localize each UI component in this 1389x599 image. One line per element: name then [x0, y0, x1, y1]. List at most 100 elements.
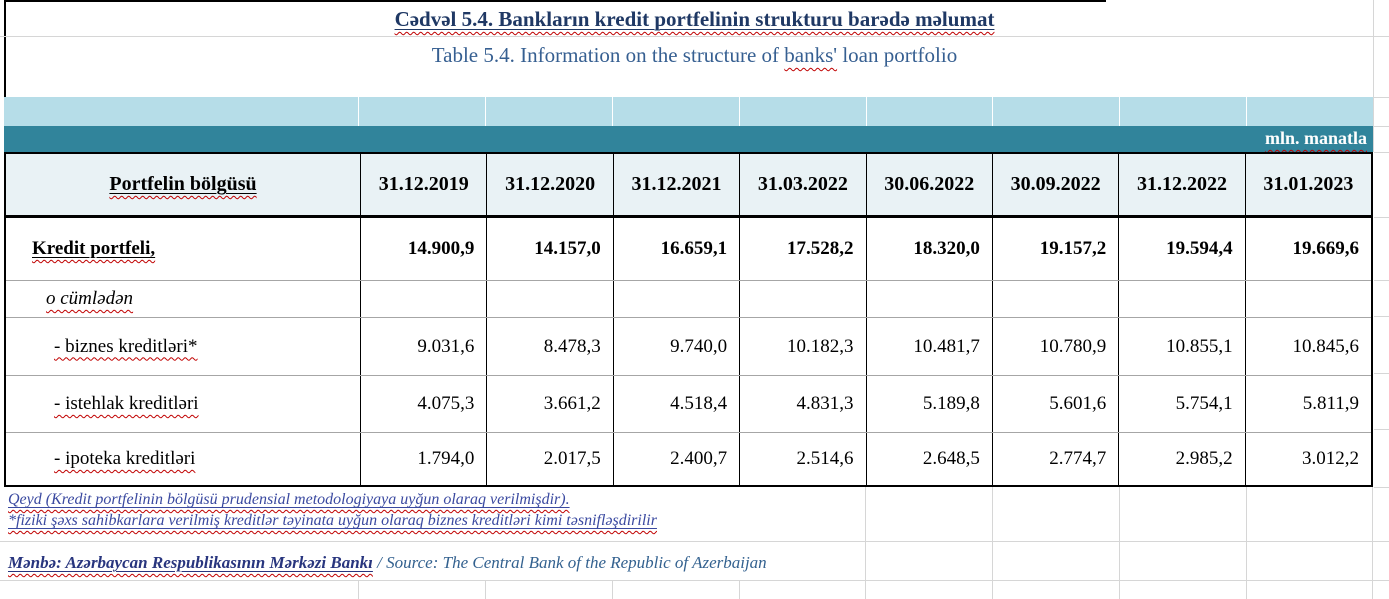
- title-en-misspelled-word: banks': [784, 43, 838, 67]
- cell-value: 3.661,2: [486, 376, 612, 432]
- gridline: [1374, 217, 1389, 218]
- band-divider: [866, 97, 867, 126]
- gridline: [1372, 487, 1373, 599]
- cell-value: 5.601,6: [991, 376, 1118, 432]
- header-cell-date: 31.01.2023: [1244, 154, 1371, 215]
- footnote-text: *fiziki şəxs sahibkarlara verilmiş kredi…: [8, 512, 657, 529]
- row-label: o cümlədən: [6, 281, 360, 317]
- source-line: Mənbə: Azərbaycan Respublikasının Mərkəz…: [8, 550, 767, 575]
- cell-value: 18.320,0: [865, 218, 992, 280]
- row-label-text: o cümlədən: [46, 288, 134, 309]
- cell-value: 10.182,3: [739, 318, 865, 375]
- table-row-including: o cümlədən: [6, 281, 1371, 318]
- cell-value: 19.157,2: [991, 218, 1118, 280]
- cell-value: 2.985,2: [1118, 433, 1244, 485]
- table-row-business-loans: - biznes kreditləri* 9.031,6 8.478,3 9.7…: [6, 318, 1371, 376]
- row-label: - istehlak kreditləri: [6, 376, 360, 432]
- cell-value: 2.400,7: [612, 433, 739, 485]
- row-label: - ipoteka kreditləri: [6, 433, 360, 485]
- header-label-underline: Portfelin bölgüsü: [109, 173, 256, 196]
- gridline: [358, 580, 359, 599]
- band-divider: [992, 97, 993, 126]
- title-en-prefix: Table 5.4. Information on the structure …: [431, 43, 785, 67]
- gridline: [485, 580, 486, 599]
- header-label-text: Portfelin bölgüsü: [109, 173, 257, 195]
- header-cell-date: 31.03.2022: [739, 154, 865, 215]
- footnote-methodology: Qeyd (Kredit portfelinin bölgüsü prudens…: [8, 489, 570, 510]
- print-border-left: [4, 0, 6, 152]
- gridline: [1119, 487, 1120, 599]
- band-divider: [739, 97, 740, 126]
- loan-portfolio-table: Portfelin bölgüsü 31.12.2019 31.12.2020 …: [4, 152, 1373, 487]
- source-az-underline: Mənbə: Azərbaycan Respublikasının Mərkəz…: [8, 553, 373, 572]
- gridline: [1374, 487, 1389, 488]
- cell-value: [360, 281, 486, 317]
- decorative-band-light: [4, 97, 1373, 126]
- header-cell-date: 31.12.2019: [360, 154, 486, 215]
- cell-value: 4.831,3: [739, 376, 865, 432]
- band-divider: [1119, 97, 1120, 126]
- source-en-text: / Source: The Central Bank of the Republ…: [372, 553, 767, 572]
- band-divider: [358, 97, 359, 126]
- gridline: [739, 580, 740, 599]
- title-en-suffix: loan portfolio: [837, 43, 958, 67]
- cell-value: 9.031,6: [360, 318, 486, 375]
- footnote-asterisk: *fiziki şəxs sahibkarlara verilmiş kredi…: [8, 510, 657, 531]
- table-row-mortgage-loans: - ipoteka kreditləri 1.794,0 2.017,5 2.4…: [6, 433, 1371, 485]
- unit-banner: mln. manatla: [4, 126, 1373, 152]
- cell-value: 2.774,7: [991, 433, 1118, 485]
- row-label-text: - ipoteka kreditləri: [54, 448, 196, 469]
- cell-value: [612, 281, 739, 317]
- gridline: [1374, 280, 1389, 281]
- footnote-text: Qeyd (Kredit portfelinin bölgüsü prudens…: [8, 491, 570, 508]
- unit-label: mln. manatla: [1264, 128, 1367, 148]
- cell-value: [1244, 281, 1371, 317]
- title-az-underline: Cədvəl 5.4. Bankların kredit portfelinin…: [395, 7, 995, 31]
- gridline: [0, 36, 1389, 37]
- cell-value: [865, 281, 992, 317]
- row-label-text: Kredit portfeli,: [32, 238, 156, 259]
- source-az-text: Mənbə: Azərbaycan Respublikasının Mərkəz…: [8, 553, 373, 572]
- cell-value: 4.518,4: [612, 376, 739, 432]
- header-cell-date: 30.06.2022: [865, 154, 992, 215]
- gridline: [1373, 0, 1374, 152]
- row-label: - biznes kreditləri*: [6, 318, 360, 375]
- gridline: [865, 487, 866, 599]
- header-cell-date: 31.12.2022: [1118, 154, 1244, 215]
- cell-value: 1.794,0: [360, 433, 486, 485]
- gridline: [992, 487, 993, 599]
- cell-value: [739, 281, 865, 317]
- gridline: [1374, 97, 1389, 98]
- footnote-underline: Qeyd (Kredit portfelinin bölgüsü prudens…: [8, 491, 570, 508]
- cell-value: 5.811,9: [1244, 376, 1371, 432]
- cell-value: 10.481,7: [865, 318, 992, 375]
- gridline: [1246, 487, 1247, 599]
- cell-value: [1118, 281, 1244, 317]
- cell-value: [486, 281, 612, 317]
- print-border-top: [4, 0, 1106, 2]
- band-divider: [612, 97, 613, 126]
- header-cell-date: 31.12.2021: [612, 154, 739, 215]
- row-label: Kredit portfeli,: [6, 218, 360, 280]
- cell-value: 2.017,5: [486, 433, 612, 485]
- source-az-label: Mənbə: Azərbaycan Respublikasının Mərkəz…: [8, 553, 373, 572]
- cell-value: 5.189,8: [865, 376, 992, 432]
- cell-value: [991, 281, 1118, 317]
- gridline: [1374, 126, 1389, 127]
- table-row-total: Kredit portfeli, 14.900,9 14.157,0 16.65…: [6, 218, 1371, 281]
- cell-value: 2.648,5: [865, 433, 992, 485]
- cell-value: 3.012,2: [1244, 433, 1371, 485]
- cell-value: 19.669,6: [1244, 218, 1371, 280]
- cell-value: 8.478,3: [486, 318, 612, 375]
- gridline: [612, 580, 613, 599]
- cell-value: 5.754,1: [1118, 376, 1244, 432]
- footnote-underline: *fiziki şəxs sahibkarlara verilmiş kredi…: [8, 512, 657, 529]
- header-cell-date: 30.09.2022: [991, 154, 1118, 215]
- gridline: [0, 541, 1389, 542]
- gridline: [1374, 429, 1389, 430]
- cell-value: 9.740,0: [612, 318, 739, 375]
- header-cell-date: 31.12.2020: [486, 154, 612, 215]
- cell-value: 10.780,9: [991, 318, 1118, 375]
- table-row-consumer-loans: - istehlak kreditləri 4.075,3 3.661,2 4.…: [6, 376, 1371, 433]
